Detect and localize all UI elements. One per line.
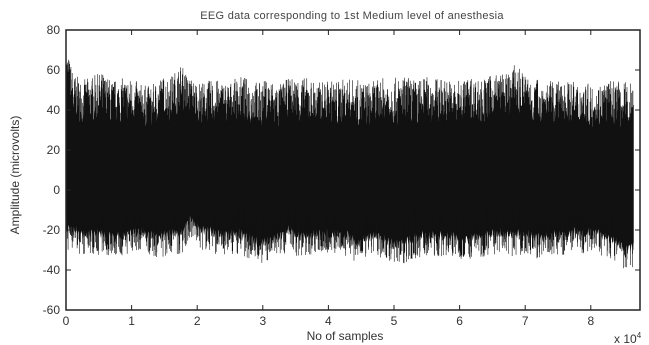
x-exponent-power: 4 <box>637 331 642 340</box>
x-tick-label: 3 <box>259 314 266 328</box>
x-tick-label: 6 <box>456 314 463 328</box>
x-tick-label: 4 <box>325 314 332 328</box>
x-tick-label: 7 <box>522 314 529 328</box>
signal-layer <box>65 59 634 269</box>
signal-trace-0 <box>65 59 634 269</box>
plot-frame <box>65 29 641 311</box>
x-tick-label: 2 <box>194 314 201 328</box>
x-tick-label: 8 <box>587 314 594 328</box>
chart-title: EEG data corresponding to 1st Medium lev… <box>200 10 504 22</box>
ticks-layer: 0 1 2 3 4 5 6 7 8 -60 -40 -20 0 20 40 60 80 <box>43 23 640 328</box>
y-tick-label: 60 <box>47 63 61 77</box>
x-exponent-base: x 10 <box>614 332 637 345</box>
y-tick-label: 80 <box>47 23 61 37</box>
y-tick-label: 0 <box>53 183 60 197</box>
x-tick-label: 1 <box>128 314 135 328</box>
y-tick-label: -40 <box>43 263 61 277</box>
x-exponent-label: x 104 <box>614 331 642 345</box>
y-axis-label: Amplitude (microvolts) <box>8 116 22 235</box>
x-tick-label: 0 <box>63 314 70 328</box>
y-tick-label: 40 <box>47 103 61 117</box>
x-tick-label: 5 <box>391 314 398 328</box>
x-axis-label: No of samples <box>307 329 384 343</box>
y-tick-label: -20 <box>43 223 61 237</box>
y-tick-label: 20 <box>47 143 61 157</box>
y-tick-label: -60 <box>43 303 61 317</box>
